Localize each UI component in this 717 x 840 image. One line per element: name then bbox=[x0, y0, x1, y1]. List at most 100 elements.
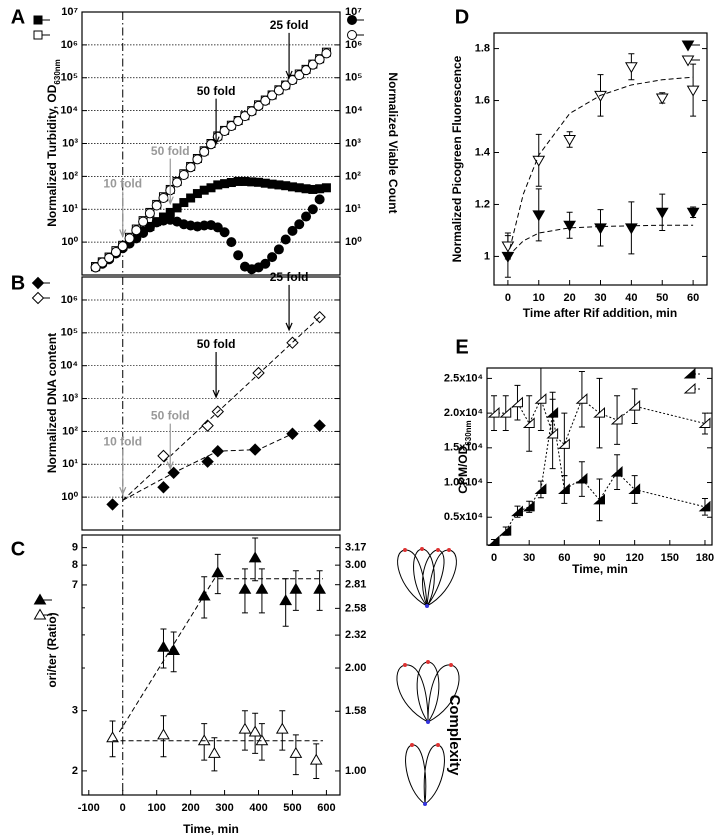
marker bbox=[172, 203, 182, 213]
fit-line bbox=[118, 578, 324, 733]
x-axis-label: Time, min bbox=[183, 822, 239, 836]
marker bbox=[628, 400, 641, 411]
y-tick-label: 10⁶ bbox=[61, 39, 78, 51]
y-axis-label-sub: 630nm bbox=[53, 59, 62, 84]
knot-dot bbox=[436, 548, 440, 552]
marker bbox=[575, 393, 588, 404]
marker bbox=[138, 216, 149, 227]
marker bbox=[313, 419, 326, 432]
marker bbox=[106, 731, 119, 743]
y2-tick-label: 10¹ bbox=[345, 203, 361, 215]
marker bbox=[219, 126, 230, 137]
marker bbox=[104, 252, 115, 263]
marker bbox=[253, 100, 264, 111]
x-tick-label: 0 bbox=[120, 802, 126, 814]
annotation-arrow bbox=[119, 449, 127, 496]
y-axis-label-text: Normalized Turbidity, OD bbox=[45, 84, 59, 227]
knot-dot bbox=[426, 720, 430, 724]
marker bbox=[275, 722, 289, 734]
y-axis-label: Normalized Turbidity, OD630nm bbox=[45, 59, 61, 227]
knot-dot bbox=[410, 743, 414, 747]
knot-dot bbox=[425, 604, 429, 608]
marker bbox=[534, 393, 547, 404]
marker bbox=[563, 135, 576, 147]
marker bbox=[219, 227, 230, 238]
complexity-diagrams bbox=[396, 547, 460, 806]
y-tick-label: 1.4 bbox=[475, 146, 491, 158]
x-tick-label: 400 bbox=[249, 802, 267, 814]
marker bbox=[313, 582, 326, 594]
marker bbox=[522, 417, 535, 429]
marker bbox=[267, 252, 278, 263]
marker bbox=[301, 211, 312, 222]
fit-line bbox=[507, 224, 694, 257]
marker bbox=[239, 111, 250, 122]
panel-4: E 0.5x10⁴ 1.0x10⁴ 1.5x10⁴ 2.0x10⁴ 2.5x10⁴ 0 30 6… bbox=[444, 336, 714, 576]
fit-line bbox=[122, 433, 293, 501]
x-tick-label: 0 bbox=[505, 292, 511, 304]
marker bbox=[151, 200, 162, 211]
y-axis-label-text: CPM/OD bbox=[456, 445, 470, 493]
y-tick-label: 10⁵ bbox=[61, 72, 78, 84]
marker bbox=[294, 219, 305, 230]
marker bbox=[499, 406, 512, 418]
y2-tick-label: 1.00 bbox=[345, 765, 366, 777]
marker bbox=[307, 204, 318, 215]
y2-tick-label: 2.00 bbox=[345, 662, 366, 674]
annotation: 50 fold bbox=[197, 84, 236, 98]
marker bbox=[211, 566, 225, 578]
legend-marker bbox=[347, 30, 357, 40]
marker bbox=[233, 250, 244, 261]
x-tick-label: 180 bbox=[696, 552, 714, 564]
x-tick-label: 30 bbox=[594, 292, 606, 304]
y-tick-label: 10³ bbox=[62, 137, 78, 149]
marker bbox=[90, 262, 101, 273]
marker bbox=[110, 247, 121, 258]
y2-tick-label: 10³ bbox=[345, 137, 361, 149]
marker bbox=[511, 505, 523, 517]
marker bbox=[192, 154, 203, 165]
x-tick-label: 150 bbox=[661, 552, 679, 564]
marker bbox=[655, 207, 669, 219]
x-tick-label: 50 bbox=[656, 292, 668, 304]
knot-low bbox=[405, 743, 445, 806]
marker bbox=[686, 207, 700, 219]
y-tick-label: 8 bbox=[72, 559, 78, 571]
marker bbox=[301, 65, 312, 76]
marker bbox=[185, 162, 196, 173]
marker bbox=[252, 366, 265, 380]
legend-marker bbox=[33, 15, 43, 25]
marker bbox=[157, 728, 170, 740]
y-tick-label: 7 bbox=[72, 579, 78, 591]
x-tick-label: 600 bbox=[317, 802, 335, 814]
y2-tick-label: 10⁷ bbox=[345, 6, 362, 18]
marker bbox=[255, 582, 269, 594]
marker bbox=[226, 121, 237, 132]
y-tick-label: 9 bbox=[72, 542, 78, 554]
y-tick-label: 1.8 bbox=[475, 42, 490, 54]
knot-dot bbox=[420, 547, 424, 551]
marker bbox=[575, 472, 588, 484]
knot-dot bbox=[403, 663, 407, 667]
plot-frame bbox=[493, 32, 708, 286]
marker bbox=[534, 483, 547, 494]
y2-tick-label: 10⁴ bbox=[345, 105, 363, 117]
marker bbox=[625, 62, 638, 74]
marker bbox=[144, 222, 155, 233]
y-tick-label: 10¹ bbox=[62, 203, 78, 215]
knot-dot bbox=[447, 548, 451, 552]
y-tick-label: 1.2 bbox=[475, 198, 490, 210]
marker bbox=[628, 483, 641, 494]
y2-tick-label: 10⁶ bbox=[345, 39, 362, 51]
marker bbox=[594, 90, 607, 102]
y2-tick-label: 3.00 bbox=[345, 559, 366, 571]
legend-marker bbox=[683, 367, 696, 379]
panel-0: A 10⁰ 10¹ 10² 10³ 10⁴ 10⁵ 10⁶ 10⁷ 10⁰ 10¹ 10² 10³ 10⁴… bbox=[11, 6, 400, 276]
panel-letter: D bbox=[455, 6, 469, 28]
marker bbox=[255, 734, 269, 746]
y-tick-label: 0.5x10⁴ bbox=[444, 511, 483, 523]
y2-tick-label: 10⁰ bbox=[345, 236, 362, 248]
knot-mid bbox=[396, 660, 460, 724]
marker bbox=[144, 208, 155, 219]
marker bbox=[199, 146, 210, 157]
